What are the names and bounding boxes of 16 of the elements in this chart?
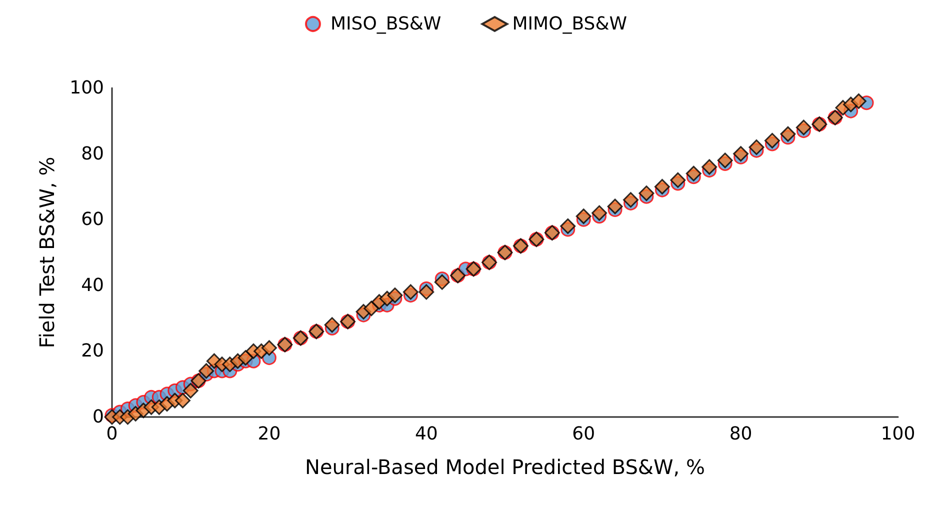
y-tick-label: 100 (70, 78, 104, 98)
x-tick-label: 80 (729, 424, 752, 444)
y-tick-label: 0 (92, 406, 104, 428)
y-tick-label: 80 (81, 143, 104, 164)
x-axis-title: Neural-Based Model Predicted BS&W, % (304, 455, 706, 479)
legend-label: MISO_BS&W (330, 14, 442, 34)
y-tick-label: 20 (81, 340, 104, 362)
x-tick-label: 100 (880, 424, 916, 444)
x-tick-label: 40 (414, 424, 438, 444)
y-axis-title: Field Test BS&W, % (35, 156, 59, 348)
x-tick-label: 0 (106, 424, 118, 444)
y-tick-label: 60 (81, 209, 104, 230)
y-tick-label: 40 (81, 274, 104, 296)
x-tick-label: 60 (572, 424, 596, 444)
legend-label: MIMO_BS&W (512, 14, 628, 34)
x-tick-label: 20 (258, 424, 281, 444)
